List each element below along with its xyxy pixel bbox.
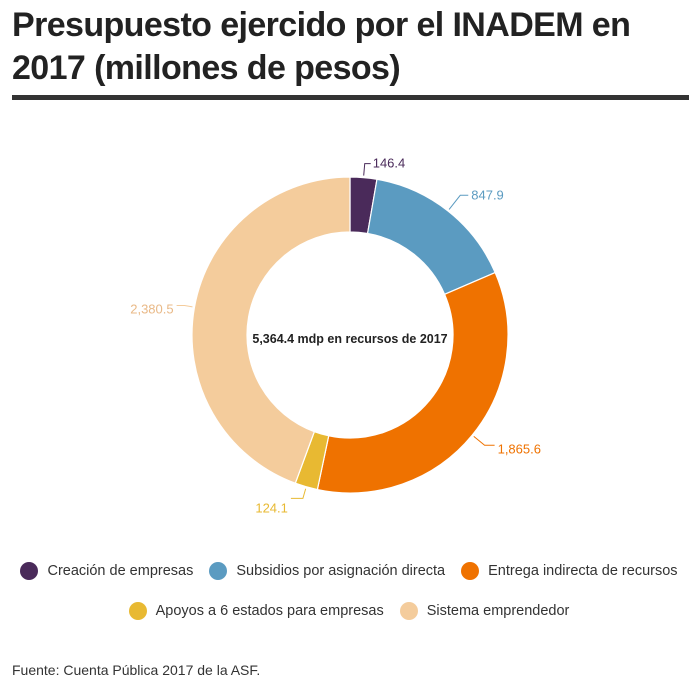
data-label-entrega: 1,865.6 — [498, 441, 541, 456]
title-rule — [12, 95, 689, 100]
label-leader-line — [473, 436, 495, 446]
legend-label: Entrega indirecta de recursos — [488, 563, 678, 579]
label-leaders — [176, 163, 495, 499]
legend-item-entrega: Entrega indirecta de recursos — [461, 562, 678, 580]
legend-swatch — [20, 562, 39, 580]
label-leader-line — [448, 194, 469, 210]
legend-item-sistema: Sistema emprendedor — [399, 602, 570, 620]
legend-label: Creación de empresas — [47, 563, 194, 579]
slice-sistema — [191, 176, 351, 485]
legend-swatch — [461, 562, 480, 580]
data-label-creacion: 146.4 — [373, 156, 406, 171]
label-leader-line — [363, 163, 371, 176]
label-leader-line — [176, 304, 193, 308]
legend-row-2: Apoyos a 6 estados para empresas Sistema… — [0, 602, 698, 620]
legend-item-apoyos: Apoyos a 6 estados para empresas — [128, 602, 384, 620]
legend-item-creacion: Creación de empresas — [20, 562, 193, 580]
data-labels: 146.4 847.9 1,865.6 124.1 2,380.5 — [130, 156, 541, 516]
source-note: Fuente: Cuenta Pública 2017 de la ASF. — [12, 662, 261, 678]
donut-chart: 146.4 847.9 1,865.6 124.1 2,380.5 5,364.4 md… — [130, 156, 541, 516]
chart-title: Presupuesto ejercido por el INADEM en 20… — [12, 6, 631, 87]
data-label-sistema: 2,380.5 — [130, 301, 173, 316]
slice-entrega — [316, 271, 509, 494]
legend-label: Subsidios por asignación directa — [236, 563, 446, 579]
legend-item-subsidios: Subsidios por asignación directa — [209, 562, 445, 580]
label-leader-line — [290, 488, 307, 499]
legend-label: Apoyos a 6 estados para empresas — [155, 603, 384, 619]
legend-swatch — [209, 562, 228, 580]
data-label-subsidios: 847.9 — [471, 187, 504, 202]
legend-swatch — [128, 602, 147, 620]
data-label-apoyos: 124.1 — [255, 500, 288, 515]
center-total-label: 5,364.4 mdp en recursos de 2017 — [252, 332, 447, 346]
legend-swatch — [399, 602, 418, 620]
legend-row-1: Creación de empresas Subsidios por asign… — [0, 562, 698, 580]
legend-label: Sistema emprendedor — [426, 603, 570, 619]
donut-slices — [191, 176, 509, 494]
